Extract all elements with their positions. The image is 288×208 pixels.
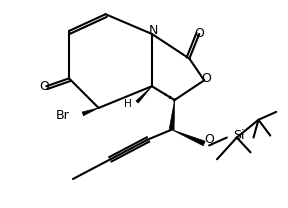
Polygon shape <box>169 100 175 130</box>
Text: Br: Br <box>55 109 69 122</box>
Text: O: O <box>201 72 211 85</box>
Text: N: N <box>149 24 159 36</box>
Text: Si: Si <box>233 129 245 142</box>
Text: O: O <box>39 80 49 93</box>
Text: O: O <box>194 27 204 40</box>
Polygon shape <box>136 86 152 103</box>
Polygon shape <box>172 130 205 146</box>
Polygon shape <box>82 108 98 116</box>
Text: H: H <box>124 99 132 109</box>
Text: O: O <box>204 133 214 146</box>
